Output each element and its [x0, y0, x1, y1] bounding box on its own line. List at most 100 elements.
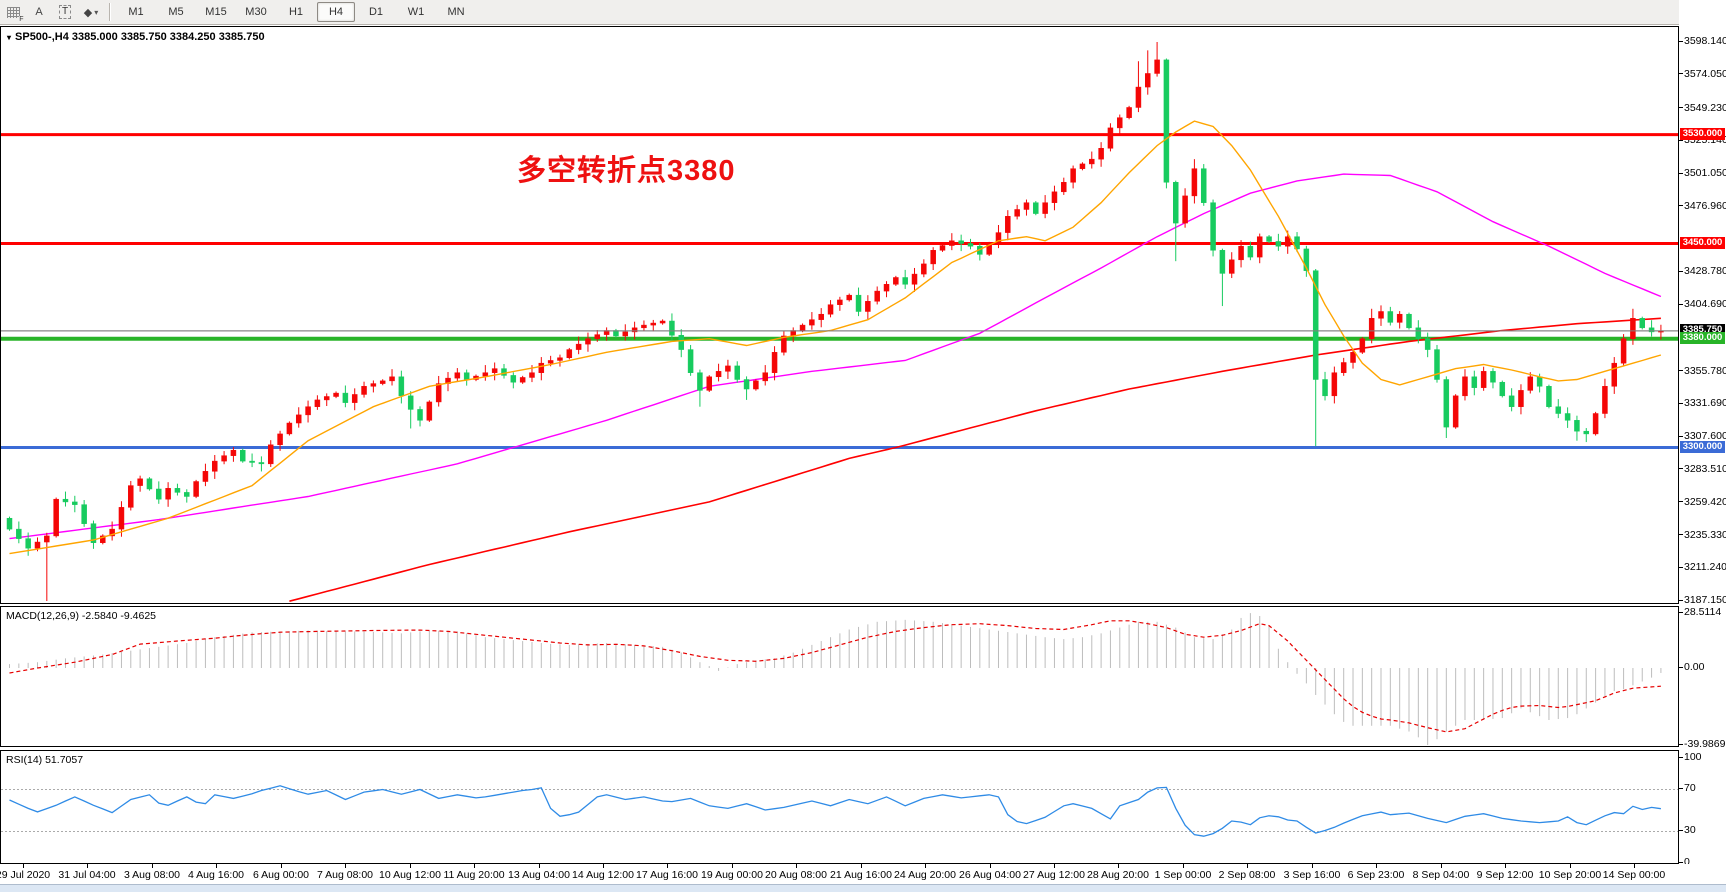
date-tick	[1505, 864, 1506, 868]
text-tool-glyph: T	[58, 5, 72, 19]
date-label: 6 Sep 23:00	[1347, 869, 1405, 881]
price-tick-dash	[1679, 435, 1683, 437]
date-label: 11 Aug 20:00	[443, 869, 505, 881]
timeframe-h4-button[interactable]: H4	[317, 2, 355, 22]
timeframe-d1-button[interactable]: D1	[368, 6, 384, 18]
macd-tick-dash	[1679, 743, 1683, 745]
price-axis[interactable]: 3598.140 3574.050 3549.230 3525.140 3501.050…	[1679, 0, 1726, 892]
date-label: 26 Aug 04:00	[959, 869, 1021, 881]
price-line-badge: 3450.000	[1680, 236, 1725, 249]
date-tick	[410, 864, 411, 868]
date-label: 21 Aug 16:00	[830, 869, 892, 881]
date-tick	[1376, 864, 1377, 868]
indicators-icon[interactable]: ◆ ▾	[79, 2, 103, 22]
macd-label: MACD(12,26,9) -2.5840 -9.4625	[6, 610, 156, 622]
timeframe-m5-button[interactable]: M5	[168, 6, 184, 18]
date-label: 10 Sep 20:00	[1538, 869, 1602, 881]
date-label: 10 Aug 12:00	[379, 869, 441, 881]
timeframe-w1-button[interactable]: W1	[407, 6, 425, 18]
date-tick	[1634, 864, 1635, 868]
macd-chart[interactable]	[1, 607, 1678, 746]
indicators-glyph: ◆	[83, 6, 93, 19]
date-label: 9 Sep 12:00	[1476, 869, 1534, 881]
date-tick	[281, 864, 282, 868]
timeframe-buttons: M1 M5 M15 M30 H1 H4 D1 W1 MN	[116, 0, 476, 24]
price-tick-dash	[1679, 73, 1683, 75]
price-tick-label: 3235.330	[1684, 528, 1726, 541]
rsi-tick-dash	[1679, 829, 1683, 831]
macd-panel[interactable]: MACD(12,26,9) -2.5840 -9.4625	[0, 606, 1679, 747]
date-tick	[1312, 864, 1313, 868]
date-tick	[216, 864, 217, 868]
toolbar-divider	[109, 3, 111, 21]
rsi-tick-dash	[1679, 861, 1683, 863]
price-tick-label: 3211.240	[1684, 561, 1726, 574]
date-label: 27 Aug 12:00	[1023, 869, 1085, 881]
price-tick-dash	[1679, 370, 1683, 372]
price-tick-dash	[1679, 501, 1683, 503]
date-tick	[1183, 864, 1184, 868]
symbol-dropdown-icon[interactable]: ▾	[7, 32, 12, 42]
price-tick-dash	[1679, 599, 1683, 601]
date-label: 20 Aug 08:00	[765, 869, 827, 881]
candlestick-chart[interactable]	[1, 27, 1678, 603]
date-tick	[796, 864, 797, 868]
date-label: 3 Aug 08:00	[123, 869, 181, 881]
date-label: 1 Sep 00:00	[1154, 869, 1212, 881]
chart-shift-grid-icon[interactable]: F	[1, 2, 25, 23]
date-label: 28 Aug 20:00	[1087, 869, 1149, 881]
symbol-ohlc-text: SP500-,H4 3385.000 3385.750 3384.250 338…	[15, 31, 265, 43]
price-tick-label: 3187.150	[1684, 594, 1726, 606]
macd-tick-label: 28.5114	[1684, 606, 1722, 618]
date-label: 17 Aug 16:00	[636, 869, 698, 881]
price-tick-label: 3259.420	[1684, 495, 1726, 508]
date-axis[interactable]: 29 Jul 2020 31 Jul 04:00 3 Aug 08:00 4 Aug …	[0, 864, 1726, 884]
status-strip	[0, 884, 1726, 892]
timeframe-h1-button[interactable]: H1	[288, 6, 304, 18]
date-label: 14 Sep 00:00	[1602, 869, 1666, 881]
rsi-tick-label: 0	[1684, 856, 1690, 868]
date-label: 6 Aug 00:00	[252, 869, 310, 881]
macd-tick-label: 0.00	[1684, 661, 1705, 673]
timeframe-mn-button[interactable]: MN	[447, 6, 465, 18]
rsi-tick-label: 30	[1684, 824, 1696, 836]
date-tick	[1118, 864, 1119, 868]
chart-title[interactable]: ▾ SP500-,H4 3385.000 3385.750 3384.250 33…	[7, 31, 265, 43]
letter-a-icon[interactable]: A	[35, 6, 43, 18]
date-label: 19 Aug 00:00	[701, 869, 763, 881]
tool-icons-group: F A T ◆ ▾	[0, 0, 104, 24]
toolbar: F A T ◆ ▾ M1 M5 M15 M30 H1 H4 D1 W1 MN	[0, 0, 1726, 25]
chart-annotation[interactable]: 多空转折点3380	[517, 155, 736, 187]
price-tick-dash	[1679, 402, 1683, 404]
text-tool-icon[interactable]: T	[53, 2, 77, 22]
date-tick	[990, 864, 991, 868]
main-chart-panel[interactable]: ▾ SP500-,H4 3385.000 3385.750 3384.250 33…	[0, 26, 1679, 604]
price-tick-dash	[1679, 270, 1683, 272]
date-tick	[861, 864, 862, 868]
dropdown-caret-icon[interactable]: ▾	[94, 7, 99, 17]
price-line-badge: 3380.000	[1680, 331, 1725, 344]
rsi-chart[interactable]	[1, 751, 1678, 863]
date-tick	[87, 864, 88, 868]
date-tick	[1247, 864, 1248, 868]
date-label: 3 Sep 16:00	[1283, 869, 1341, 881]
rsi-tick-label: 100	[1684, 751, 1702, 763]
date-tick	[1570, 864, 1571, 868]
date-tick	[152, 864, 153, 868]
price-tick-label: 3598.140	[1684, 35, 1726, 47]
macd-tick-dash	[1679, 611, 1683, 613]
price-tick-label: 3307.600	[1684, 430, 1726, 443]
price-tick-label: 3331.690	[1684, 397, 1726, 410]
timeframe-m30-button[interactable]: M30	[245, 6, 267, 18]
date-tick	[474, 864, 475, 868]
candlestick-series[interactable]	[6, 42, 1664, 601]
price-tick-label: 3283.510	[1684, 462, 1726, 475]
timeframe-m1-button[interactable]: M1	[128, 6, 144, 18]
rsi-tick-label: 70	[1684, 782, 1696, 794]
price-tick-dash	[1679, 107, 1683, 108]
timeframe-m15-button[interactable]: M15	[205, 6, 227, 18]
rsi-panel[interactable]: RSI(14) 51.7057	[0, 750, 1679, 864]
price-tick-label: 3574.050	[1684, 67, 1726, 80]
rsi-tick-dash	[1679, 787, 1683, 789]
date-tick	[23, 864, 24, 868]
